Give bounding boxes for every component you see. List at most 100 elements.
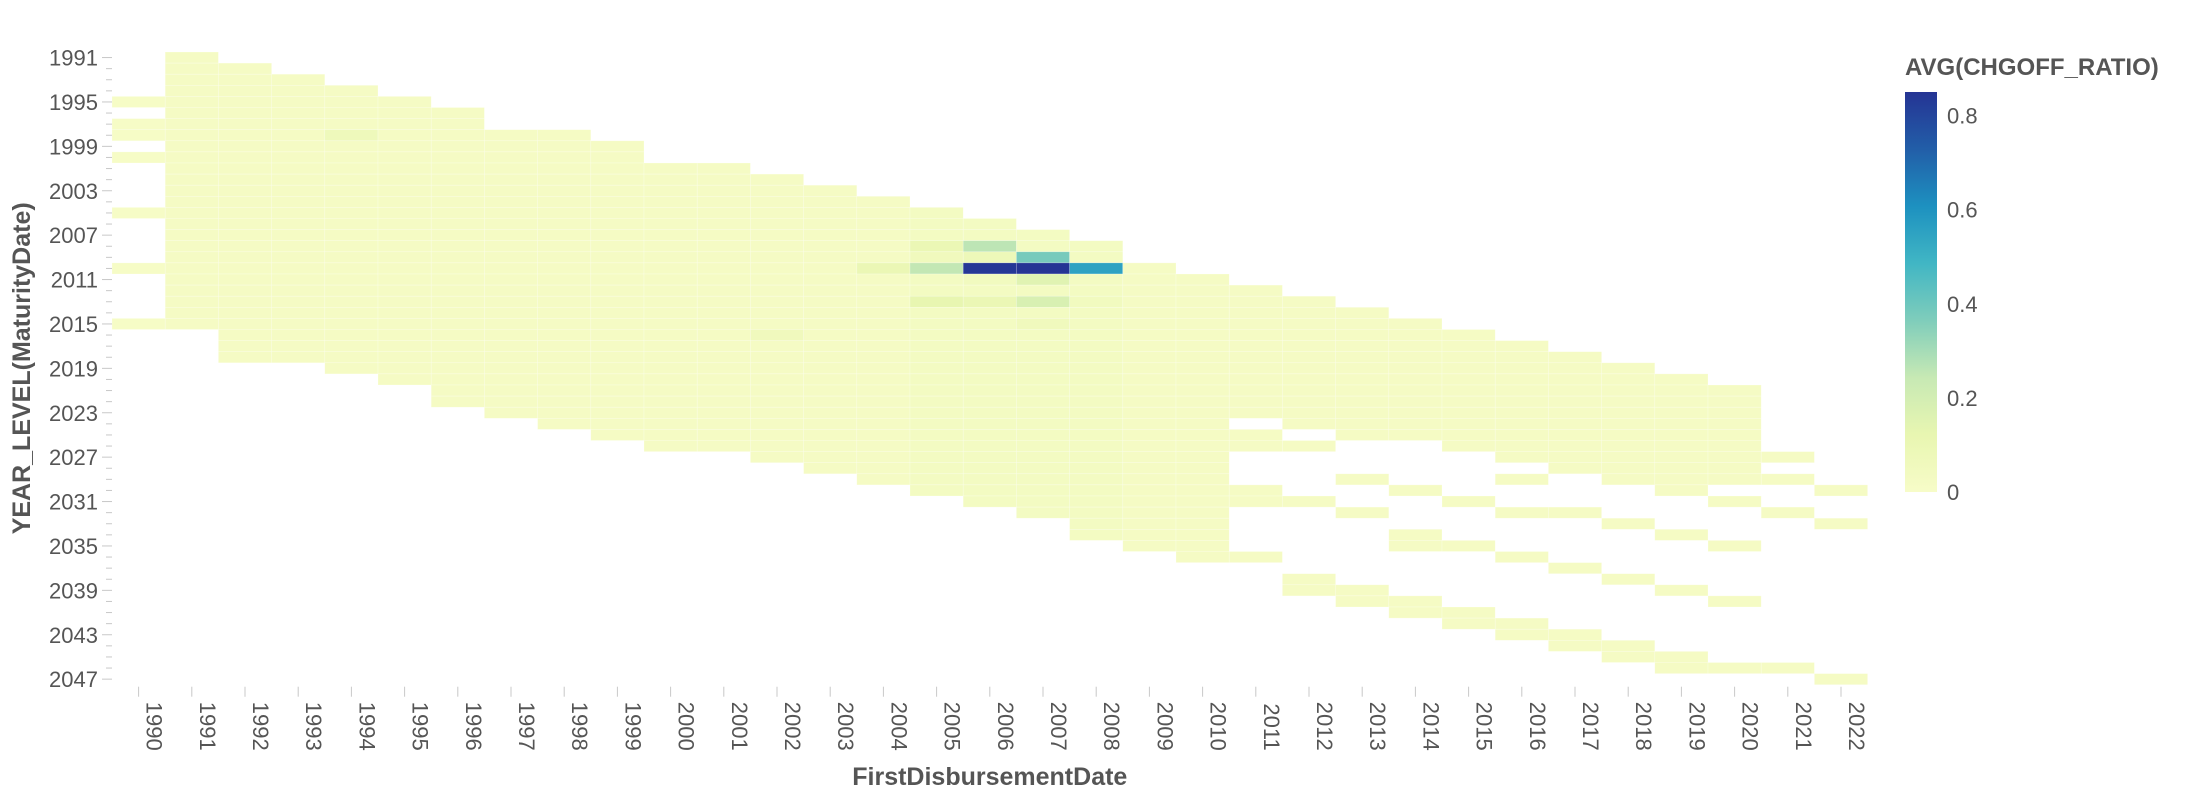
heatmap-cell — [856, 451, 911, 464]
heatmap-cell — [750, 295, 804, 308]
heatmap-cell — [1814, 484, 1868, 497]
heatmap-cell — [1441, 329, 1496, 341]
heatmap-cell — [1388, 528, 1443, 541]
heatmap-cell — [1494, 373, 1549, 386]
heatmap-cell — [1388, 329, 1443, 341]
heatmap-cell — [1654, 528, 1709, 541]
heatmap-cell — [164, 107, 219, 119]
heatmap-cell — [1122, 473, 1177, 486]
heatmap-cell — [1016, 318, 1070, 330]
heatmap-cell — [537, 273, 592, 286]
heatmap-cell — [1494, 617, 1549, 630]
heatmap-cell — [643, 384, 698, 397]
heatmap-cell — [324, 329, 379, 341]
heatmap-cell — [1441, 540, 1496, 552]
heatmap-cell — [1069, 340, 1124, 353]
heatmap-cell — [537, 151, 592, 164]
heatmap-cell — [962, 251, 1017, 264]
heatmap-cell — [750, 318, 804, 330]
heatmap-cell — [1548, 429, 1602, 441]
heatmap-cell — [430, 351, 485, 364]
heatmap-cell — [324, 262, 379, 275]
heatmap-cell — [324, 295, 379, 308]
heatmap-cell — [484, 284, 538, 297]
heatmap-cell — [1335, 318, 1390, 330]
y-tick-label: 2039 — [49, 578, 98, 603]
heatmap-cell — [430, 140, 485, 153]
heatmap-cell — [484, 406, 538, 419]
heatmap-cell — [1228, 495, 1283, 508]
heatmap-cell — [1760, 506, 1815, 519]
heatmap-cell — [218, 184, 272, 197]
heatmap-cell — [803, 184, 858, 197]
heatmap-cell — [750, 273, 804, 286]
heatmap-cell — [1282, 329, 1336, 341]
heatmap-cell — [803, 318, 858, 330]
heatmap-cell — [590, 240, 645, 253]
heatmap-cell — [1548, 384, 1602, 397]
heatmap-cell — [1654, 373, 1709, 386]
x-tick-label: 2019 — [1684, 702, 1709, 751]
heatmap-cell — [537, 207, 592, 219]
heatmap-cell — [696, 273, 751, 286]
heatmap-cell — [271, 284, 326, 297]
heatmap-cell — [1335, 306, 1390, 319]
heatmap-cell — [1282, 395, 1336, 408]
heatmap-cell — [377, 96, 432, 108]
heatmap-cell — [696, 218, 751, 230]
heatmap-cell — [803, 262, 858, 275]
heatmap-cell — [164, 151, 219, 164]
heatmap-cell — [803, 373, 858, 386]
heatmap-cell — [430, 229, 485, 242]
heatmap-cell — [962, 373, 1017, 386]
heatmap-cell — [111, 207, 166, 219]
heatmap-cell — [909, 462, 964, 475]
heatmap-cell — [164, 196, 219, 208]
heatmap-cell — [1122, 329, 1177, 341]
heatmap-cell — [218, 207, 272, 219]
x-tick-label: 1990 — [142, 702, 167, 751]
heatmap-cell — [271, 295, 326, 308]
heatmap-cell — [164, 284, 219, 297]
heatmap-cell — [1069, 262, 1124, 275]
x-tick-label: 1993 — [301, 702, 326, 751]
x-tick-label: 1996 — [461, 702, 486, 751]
heatmap-cell — [803, 395, 858, 408]
heatmap-cell — [750, 384, 804, 397]
heatmap-cell — [1282, 362, 1336, 375]
heatmap-cell — [1388, 429, 1443, 441]
heatmap-cell — [1707, 395, 1762, 408]
heatmap-cell — [643, 207, 698, 219]
heatmap-cell — [324, 85, 379, 97]
heatmap-cell — [803, 229, 858, 242]
heatmap-cell — [218, 218, 272, 230]
heatmap-cell — [271, 351, 326, 364]
x-tick-label: 2022 — [1844, 702, 1869, 751]
heatmap-cell — [1707, 429, 1762, 441]
heatmap-cell — [430, 306, 485, 319]
heatmap-cell — [962, 240, 1017, 253]
heatmap-cell — [1175, 506, 1230, 519]
heatmap-cell — [1175, 551, 1230, 563]
heatmap-cell — [1601, 473, 1656, 486]
heatmap-cell — [909, 484, 964, 497]
heatmap-cell — [1335, 506, 1390, 519]
heatmap-cell — [1494, 440, 1549, 452]
heatmap-cell — [643, 218, 698, 230]
heatmap-cell — [271, 318, 326, 330]
heatmap-cell — [856, 429, 911, 441]
y-tick-label: 2035 — [49, 534, 98, 559]
heatmap-cell — [164, 218, 219, 230]
heatmap-cell — [1175, 528, 1230, 541]
heatmap-cell — [218, 107, 272, 119]
heatmap-cell — [1175, 329, 1230, 341]
heatmap-cell — [1016, 251, 1070, 264]
heatmap-cell — [962, 406, 1017, 419]
heatmap-cell — [377, 184, 432, 197]
heatmap-cell — [1494, 429, 1549, 441]
heatmap-cell — [856, 340, 911, 353]
heatmap-cell — [1441, 406, 1496, 419]
heatmap-cell — [856, 318, 911, 330]
heatmap-cell — [1122, 440, 1177, 452]
heatmap-cell — [377, 240, 432, 253]
